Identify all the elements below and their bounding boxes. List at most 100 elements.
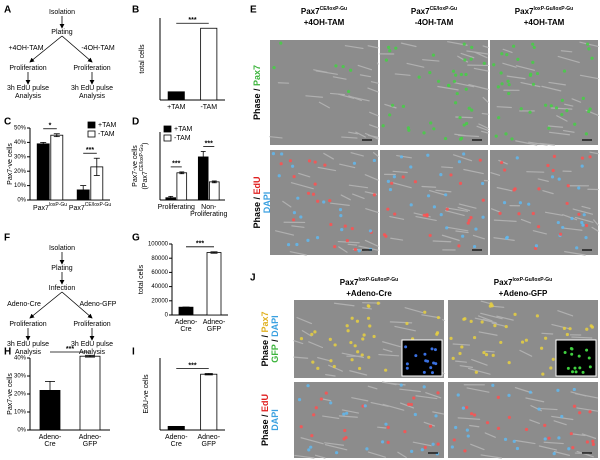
cell-texture (325, 374, 336, 377)
cell-texture (364, 174, 379, 181)
nucleus (346, 329, 350, 333)
diagram-node: Adeno-Cre (7, 301, 41, 308)
nucleus (367, 304, 371, 309)
y-tick-label: 0% (17, 428, 26, 434)
cell-texture (370, 81, 379, 84)
nucleus (485, 421, 490, 425)
nucleus (591, 442, 595, 447)
cell-texture (457, 206, 471, 212)
nucleus (518, 201, 522, 205)
nucleus (413, 180, 417, 184)
cell-texture (406, 62, 425, 68)
nucleus (463, 58, 467, 62)
inset (555, 339, 597, 377)
nucleus (290, 164, 295, 168)
text-part: Pax7 (260, 311, 270, 332)
nucleus (428, 424, 433, 428)
nucleus (380, 440, 385, 444)
nucleus (507, 393, 511, 397)
significance-label: *** (172, 161, 180, 168)
cell-texture (484, 350, 495, 353)
nucleus (384, 422, 388, 426)
cell-texture (390, 237, 404, 241)
text-part: Phase (260, 340, 270, 367)
nucleus (575, 246, 579, 250)
nucleus (334, 64, 338, 68)
nucleus (458, 137, 463, 141)
nucleus (286, 243, 291, 247)
nucleus (493, 324, 497, 328)
cell-texture (551, 323, 571, 330)
nucleus (497, 116, 501, 120)
nucleus (434, 414, 438, 418)
row-label: Phase / EdU (260, 394, 270, 446)
text-part: loxP-Gu/loxP-Gu (358, 277, 398, 283)
cell-texture (404, 307, 424, 314)
cell-texture (352, 193, 365, 200)
nucleus (422, 131, 426, 135)
x-tick-label: GFP (83, 441, 98, 448)
inset-nucleus (424, 359, 428, 363)
nucleus (423, 445, 427, 449)
nucleus (587, 47, 591, 51)
cell-texture (556, 115, 568, 122)
error-bar (85, 354, 95, 358)
cell-texture (362, 307, 372, 310)
nucleus (436, 79, 441, 83)
nucleus (513, 312, 517, 316)
nucleus (358, 366, 362, 371)
cell-texture (576, 450, 594, 458)
nucleus (312, 413, 316, 417)
cell-texture (564, 103, 574, 107)
cell-texture (425, 392, 442, 399)
nucleus (572, 404, 577, 408)
text-part: Pax7 (494, 278, 513, 287)
cell-texture (367, 45, 379, 49)
cell-texture (441, 234, 460, 241)
inset-nucleus (585, 348, 589, 352)
significance-label: *** (188, 17, 196, 24)
cell-texture (308, 341, 324, 349)
x-tick-label: +TAM (167, 104, 186, 111)
x-tick-label: Cre (180, 326, 191, 333)
nucleus (388, 113, 392, 117)
nucleus (499, 340, 503, 345)
cell-texture (348, 184, 369, 189)
text-part: CE/loxP-Gu (85, 202, 112, 208)
nucleus (453, 101, 458, 105)
x-tick-label: Cre (171, 441, 182, 448)
cell-texture (369, 124, 379, 129)
cell-texture (560, 50, 573, 53)
nucleus (311, 360, 315, 364)
nucleus (465, 428, 469, 432)
nucleus (588, 410, 592, 414)
cell-texture (591, 226, 599, 232)
nucleus (472, 413, 477, 417)
nucleus (357, 249, 361, 253)
cell-texture (394, 325, 416, 332)
nucleus (532, 45, 536, 50)
cell-texture (397, 451, 407, 458)
inset-nucleus (563, 351, 567, 355)
cell-texture (437, 85, 459, 91)
nucleus (551, 357, 555, 361)
nucleus (552, 154, 557, 158)
nucleus (423, 310, 427, 314)
cell-texture (377, 426, 387, 429)
nucleus (507, 361, 511, 365)
nucleus (292, 218, 296, 222)
nucleus (295, 242, 299, 247)
inset (401, 339, 443, 377)
nucleus (313, 330, 317, 334)
nucleus (361, 337, 365, 341)
column-header: +Adeno-GFP (499, 289, 548, 298)
nucleus (409, 165, 413, 169)
nucleus (399, 383, 403, 387)
text-part: loxP-Gu/loxP-Gu (533, 6, 573, 12)
nucleus (543, 423, 547, 427)
cell-texture (589, 151, 599, 155)
nucleus (565, 109, 569, 113)
cell-texture (359, 74, 372, 78)
cell-texture (581, 433, 597, 439)
nucleus (500, 160, 504, 165)
